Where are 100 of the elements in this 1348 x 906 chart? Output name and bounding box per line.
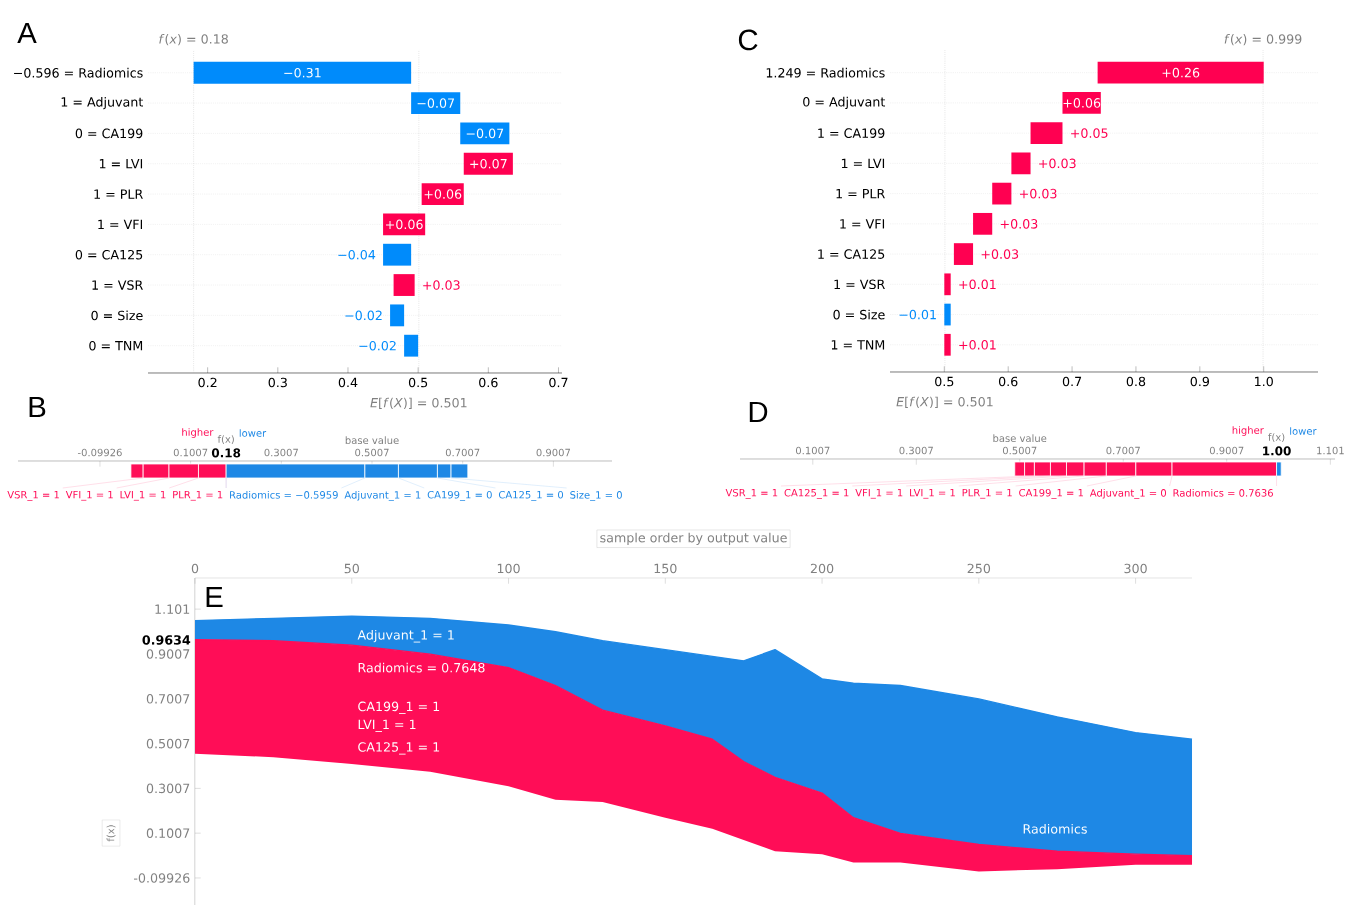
x-tick-label: 150 <box>654 563 677 574</box>
y-tick-label: 0.9007 <box>146 649 190 659</box>
text: higher <box>182 428 214 438</box>
data-label: −0.02 <box>345 310 382 321</box>
x-tick-label: 0.4 <box>338 377 358 388</box>
annotation: CA125_1 = 1 <box>358 742 440 755</box>
ref-line-label: E[f(X)] = 0.501 <box>370 397 467 409</box>
x-tick-label: 250 <box>967 563 991 574</box>
x-tick-label: 0.3007 <box>264 448 298 457</box>
ref-line-label: E[f(X)] = 0.501 <box>896 396 993 408</box>
y-tick-label: 1 = CA125 <box>818 249 885 259</box>
x-tick-label: 0.3 <box>268 377 287 388</box>
x-tick-label: 0.7007 <box>1106 446 1140 455</box>
annotation: 1.00 <box>1263 446 1291 456</box>
y-tick-label: 1 = VSR <box>92 280 143 290</box>
text: higher <box>1232 426 1264 436</box>
text: base value <box>993 434 1047 443</box>
series-label: CA199_1 = 0 <box>427 490 492 501</box>
text: VFI_1 = 1 <box>65 490 113 501</box>
y-tick-label: 0.5007 <box>146 738 190 749</box>
bar <box>944 273 951 296</box>
x-tick-label: 0.9007 <box>1209 446 1244 455</box>
annotation: Adjuvant_1 = 1 <box>357 629 454 643</box>
bar <box>383 243 412 266</box>
text: VSR_1 = 1 <box>725 488 778 499</box>
x-tick-label: 1.0 <box>1255 376 1273 387</box>
y-tick-label: 1 = VFI <box>840 219 885 229</box>
text: VSR_1 = 1 <box>7 490 59 501</box>
y-tick-label: 0 = CA125 <box>75 249 143 260</box>
x-tick-label: 0.5007 <box>1002 446 1037 455</box>
ref-line-label: f(x) = 0.999 <box>1224 33 1302 46</box>
y-tick-label: 1.101 <box>155 604 190 614</box>
bar <box>944 333 951 356</box>
annotation: 0.18 <box>211 448 241 458</box>
bar <box>390 304 405 327</box>
annotation: CA199_1 = 1 <box>358 701 440 715</box>
x-tick-label: 50 <box>344 563 359 574</box>
x-tick-label: 0.5 <box>935 376 954 387</box>
ref-line-label: f(x) = 0.18 <box>159 33 228 46</box>
data-label: +0.01 <box>959 339 996 350</box>
data-label: −0.01 <box>899 309 936 320</box>
text: PLR_1 = 1 <box>962 488 1012 499</box>
bar <box>393 274 415 296</box>
data-label: −0.04 <box>338 249 376 260</box>
text: CA199_1 = 1 <box>1019 488 1083 499</box>
data-label: −0.07 <box>417 98 455 108</box>
bar <box>1030 122 1063 145</box>
x-tick-label: 0.7 <box>1062 376 1082 387</box>
bar <box>953 243 974 265</box>
y-tick-label: 0 = Adjuvant <box>803 96 886 110</box>
data-label: +0.26 <box>1162 67 1200 78</box>
bar <box>1097 61 1264 84</box>
y-tick-label: 0 = Size <box>833 309 885 320</box>
bar <box>463 152 513 175</box>
x-tick-label: 0.9007 <box>536 448 570 457</box>
x-tick-label: 0.3007 <box>899 446 933 455</box>
y-tick-label: 0 = Size <box>91 310 143 321</box>
data-label: +0.03 <box>1020 188 1057 199</box>
data-label: +0.06 <box>386 219 423 230</box>
data-label: +0.03 <box>423 280 460 290</box>
data-label: +0.05 <box>1071 128 1108 138</box>
y-tick-label: 1 = TNM <box>831 340 885 350</box>
bar <box>1062 92 1101 114</box>
y-tick-label: 1 = VSR <box>834 279 885 290</box>
series-label: LVI_1 = 1 <box>120 490 166 501</box>
y-tick-label: 0.1007 <box>146 828 190 838</box>
text: f(x) <box>217 435 234 445</box>
text: lower <box>239 429 267 437</box>
text: VFI_1 = 1 <box>855 488 903 499</box>
annotation: Radiomics <box>1023 823 1087 834</box>
text: CA125_1 = 0 <box>498 490 564 501</box>
data-label: −0.02 <box>359 340 396 351</box>
x-tick-label: 0.7007 <box>445 448 480 457</box>
x-tick-label: 300 <box>1124 563 1147 574</box>
y-tick-label: 0 = TNM <box>89 340 143 351</box>
annotation: sample order by output value <box>600 532 787 545</box>
x-tick-label: 0.8 <box>1126 376 1146 387</box>
x-tick-label: 100 <box>497 563 520 574</box>
y-tick-label: 0 = CA199 <box>75 128 143 139</box>
series-label: Radiomics = −0.5959 <box>230 490 338 499</box>
series-label: PLR_1 = 1 <box>173 490 223 501</box>
y-tick-label: 1 = Adjuvant <box>61 96 144 110</box>
bar <box>193 61 412 84</box>
chart-title: A <box>17 22 37 44</box>
bar <box>992 182 1012 205</box>
bar <box>411 92 461 114</box>
chart-title: C <box>738 29 758 51</box>
text: Size_1 = 0 <box>570 490 622 501</box>
bar <box>973 212 993 235</box>
y-tick-label: 1 = LVI <box>841 158 885 168</box>
text: f(x) <box>1268 433 1285 443</box>
chart-title: D <box>749 401 768 423</box>
data-label: +0.03 <box>1039 158 1076 169</box>
data-label: +0.03 <box>981 249 1019 259</box>
data-label: −0.31 <box>284 67 321 78</box>
y-tick-label: −0.596 = Radiomics <box>14 67 143 78</box>
y-tick-label: 1 = CA199 <box>818 128 885 138</box>
x-tick-label: 0 <box>191 563 199 574</box>
series-label: Radiomics = 0.7636 <box>1173 488 1273 497</box>
x-tick-label: 0.7 <box>549 377 568 388</box>
